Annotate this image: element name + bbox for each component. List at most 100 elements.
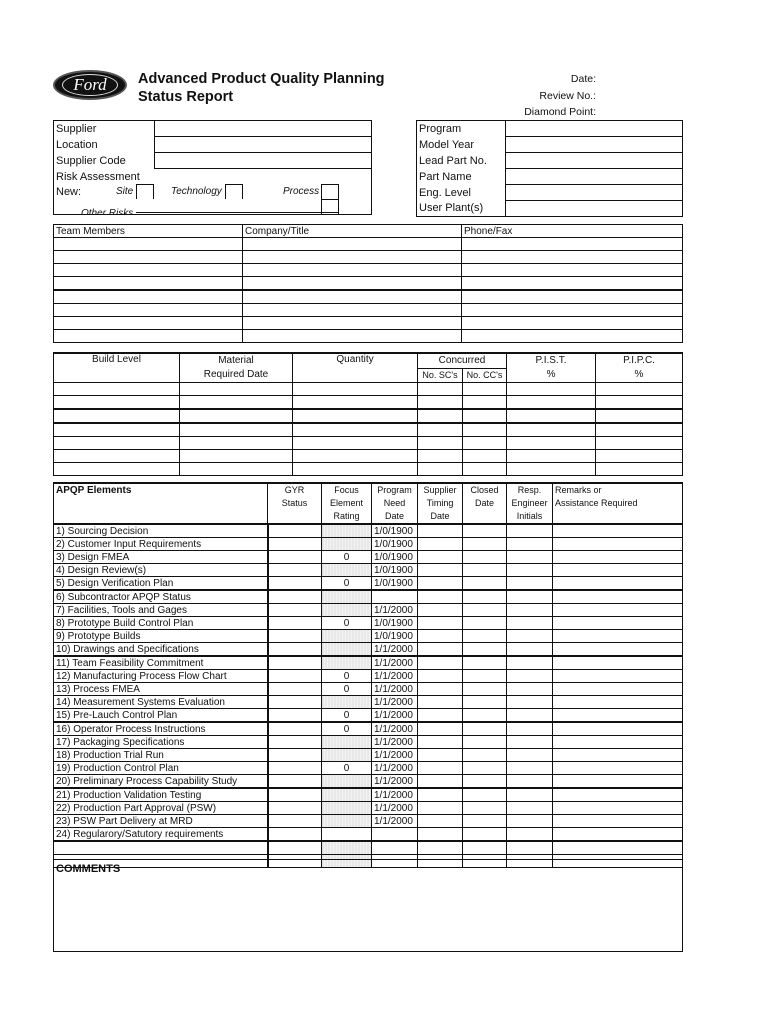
gyr-status-cell[interactable] [266, 537, 322, 551]
closed-date-cell[interactable] [462, 550, 507, 564]
closed-date-cell[interactable] [462, 537, 507, 551]
focus-element-rating[interactable]: 0 [321, 682, 372, 696]
resp-engineer-cell[interactable] [506, 589, 553, 604]
remarks-cell[interactable] [552, 774, 683, 789]
team-member-cell[interactable] [53, 237, 243, 251]
build-cell[interactable] [595, 422, 683, 437]
closed-date-cell[interactable] [462, 563, 507, 577]
gyr-status-cell[interactable] [266, 827, 322, 842]
other-risks-field[interactable] [136, 212, 338, 213]
resp-engineer-cell[interactable] [506, 840, 553, 855]
build-cell[interactable] [417, 462, 463, 476]
closed-date-cell[interactable] [462, 642, 507, 657]
remarks-cell[interactable] [552, 642, 683, 657]
resp-engineer-cell[interactable] [506, 721, 553, 736]
supplier-timing-date-cell[interactable] [417, 735, 463, 749]
program-need-date[interactable]: 1/1/2000 [371, 695, 418, 709]
gyr-status-cell[interactable] [266, 748, 322, 762]
resp-engineer-cell[interactable] [506, 603, 553, 617]
closed-date-cell[interactable] [462, 523, 507, 538]
resp-engineer-cell[interactable] [506, 708, 553, 723]
closed-date-cell[interactable] [462, 655, 507, 670]
gyr-status-cell[interactable] [266, 708, 322, 723]
focus-element-rating[interactable] [321, 642, 372, 657]
gyr-status-cell[interactable] [266, 616, 322, 630]
supplier-timing-date-cell[interactable] [417, 576, 463, 591]
gyr-status-cell[interactable] [266, 629, 322, 643]
program-need-date[interactable]: 1/1/2000 [371, 814, 418, 828]
focus-element-rating[interactable] [321, 603, 372, 617]
gyr-status-cell[interactable] [266, 721, 322, 736]
team-member-cell[interactable] [53, 250, 243, 264]
build-cell[interactable] [179, 382, 293, 396]
closed-date-cell[interactable] [462, 814, 507, 828]
build-cell[interactable] [53, 449, 180, 463]
remarks-cell[interactable] [552, 603, 683, 617]
supplier-field[interactable] [154, 120, 372, 137]
supplier-timing-date-cell[interactable] [417, 695, 463, 709]
build-cell[interactable] [461, 449, 508, 463]
program-need-date[interactable] [371, 589, 418, 604]
program-need-date[interactable] [371, 827, 418, 842]
team-member-cell[interactable] [461, 316, 683, 330]
build-cell[interactable] [417, 408, 463, 424]
closed-date-cell[interactable] [462, 629, 507, 643]
team-member-cell[interactable] [53, 276, 243, 291]
supplier-timing-date-cell[interactable] [417, 721, 463, 736]
focus-element-rating[interactable] [321, 589, 372, 604]
gyr-status-cell[interactable] [266, 774, 322, 789]
supplier-code-field[interactable] [154, 152, 372, 169]
team-member-cell[interactable] [242, 289, 462, 304]
program-field[interactable] [505, 168, 683, 185]
gyr-status-cell[interactable] [266, 589, 322, 604]
resp-engineer-cell[interactable] [506, 814, 553, 828]
focus-element-rating[interactable] [321, 735, 372, 749]
gyr-status-cell[interactable] [266, 840, 322, 855]
build-cell[interactable] [461, 395, 508, 410]
closed-date-cell[interactable] [462, 748, 507, 762]
program-need-date[interactable]: 1/0/1900 [371, 629, 418, 643]
program-need-date[interactable]: 1/1/2000 [371, 708, 418, 723]
resp-engineer-cell[interactable] [506, 669, 553, 683]
build-cell[interactable] [595, 449, 683, 463]
remarks-cell[interactable] [552, 616, 683, 630]
build-cell[interactable] [417, 436, 463, 450]
build-cell[interactable] [595, 395, 683, 410]
closed-date-cell[interactable] [462, 774, 507, 789]
focus-element-rating[interactable] [321, 629, 372, 643]
team-member-cell[interactable] [53, 263, 243, 277]
focus-element-rating[interactable] [321, 695, 372, 709]
remarks-cell[interactable] [552, 735, 683, 749]
supplier-timing-date-cell[interactable] [417, 814, 463, 828]
build-cell[interactable] [417, 449, 463, 463]
resp-engineer-cell[interactable] [506, 735, 553, 749]
build-cell[interactable] [417, 422, 463, 437]
build-cell[interactable] [461, 436, 508, 450]
build-cell[interactable] [53, 408, 180, 424]
build-cell[interactable] [461, 422, 508, 437]
build-cell[interactable] [179, 408, 293, 424]
gyr-status-cell[interactable] [266, 550, 322, 564]
build-cell[interactable] [292, 395, 418, 410]
comments-box[interactable]: COMMENTS [53, 859, 683, 952]
program-need-date[interactable]: 1/1/2000 [371, 655, 418, 670]
program-field[interactable] [505, 200, 683, 217]
build-cell[interactable] [461, 382, 508, 396]
build-cell[interactable] [53, 436, 180, 450]
program-need-date[interactable]: 1/1/2000 [371, 761, 418, 775]
build-cell[interactable] [179, 449, 293, 463]
supplier-timing-date-cell[interactable] [417, 523, 463, 538]
focus-element-rating[interactable]: 0 [321, 669, 372, 683]
remarks-cell[interactable] [552, 629, 683, 643]
location-field[interactable] [154, 136, 372, 153]
gyr-status-cell[interactable] [266, 735, 322, 749]
team-member-cell[interactable] [461, 303, 683, 317]
build-cell[interactable] [179, 395, 293, 410]
supplier-timing-date-cell[interactable] [417, 708, 463, 723]
supplier-timing-date-cell[interactable] [417, 840, 463, 855]
resp-engineer-cell[interactable] [506, 550, 553, 564]
team-member-cell[interactable] [53, 289, 243, 304]
resp-engineer-cell[interactable] [506, 537, 553, 551]
gyr-status-cell[interactable] [266, 576, 322, 591]
team-member-cell[interactable] [242, 237, 462, 251]
